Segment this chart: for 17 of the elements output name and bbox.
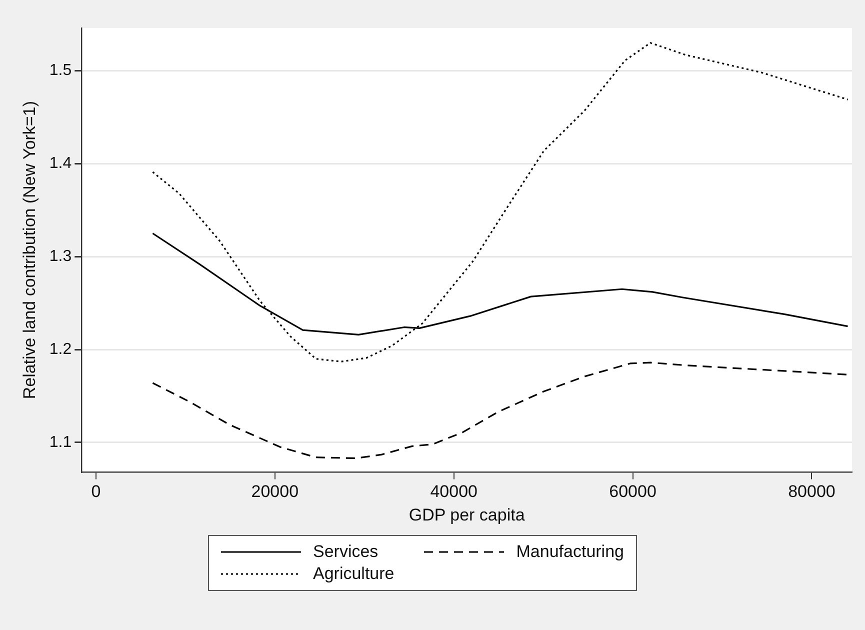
x-tick-label: 80000 <box>788 482 836 502</box>
x-axis-title: GDP per capita <box>408 505 526 524</box>
x-tick-label: 0 <box>91 482 101 502</box>
line-series <box>152 42 849 362</box>
y-axis-title: Relative land contribution (New York=1) <box>20 101 39 400</box>
y-tick-label: 1.1 <box>49 434 72 451</box>
x-tick-label: 60000 <box>609 482 656 502</box>
legend-label: Agriculture <box>313 564 394 584</box>
x-tick-label: 20000 <box>251 482 299 502</box>
line-series <box>152 362 849 460</box>
y-tick-label: 1.2 <box>49 340 72 358</box>
x-tick-label: 40000 <box>430 482 478 502</box>
y-tick-label: 1.5 <box>49 62 72 80</box>
legend-label: Manufacturing <box>516 542 624 562</box>
legend-label: Services <box>313 542 378 562</box>
y-tick-label: 1.4 <box>49 155 72 172</box>
y-tick-label: 1.3 <box>49 248 72 266</box>
